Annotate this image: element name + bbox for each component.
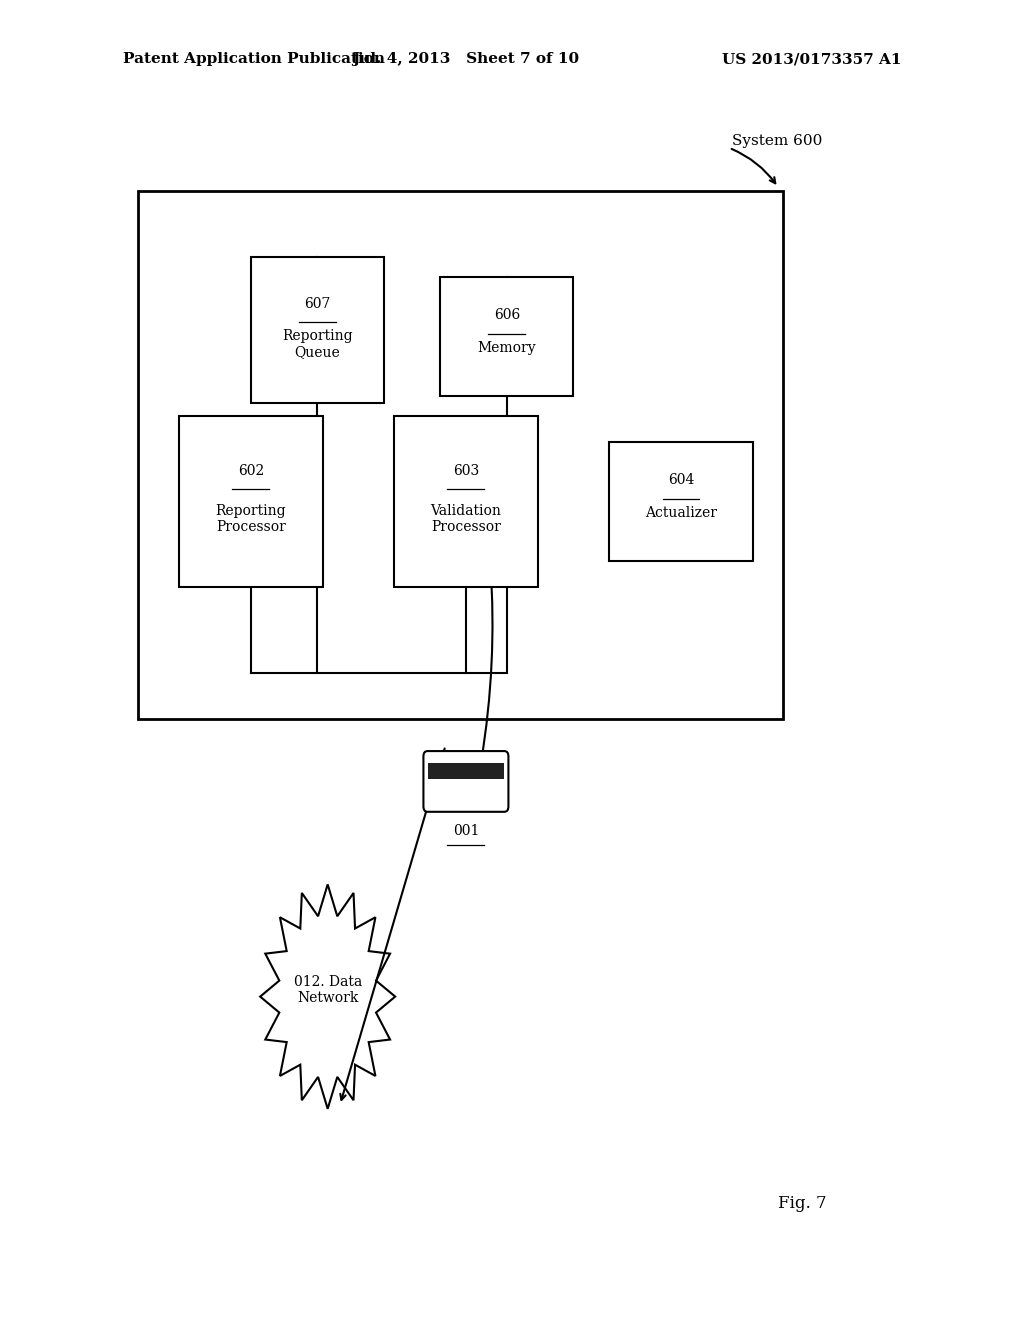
Text: 012. Data
Network: 012. Data Network — [294, 975, 361, 1005]
Text: Reporting
Processor: Reporting Processor — [216, 504, 286, 533]
Bar — [394, 416, 538, 587]
Text: Jul. 4, 2013   Sheet 7 of 10: Jul. 4, 2013 Sheet 7 of 10 — [352, 53, 580, 66]
Bar — [609, 442, 753, 561]
Text: 606: 606 — [494, 308, 520, 322]
Text: 602: 602 — [238, 463, 264, 478]
Polygon shape — [260, 884, 395, 1109]
Text: Fig. 7: Fig. 7 — [778, 1196, 826, 1212]
Bar — [179, 416, 323, 587]
Bar — [251, 257, 384, 403]
Text: Patent Application Publication: Patent Application Publication — [123, 53, 385, 66]
Text: 603: 603 — [453, 463, 479, 478]
Text: 001: 001 — [453, 824, 479, 838]
Text: 607: 607 — [304, 297, 331, 312]
Text: US 2013/0173357 A1: US 2013/0173357 A1 — [722, 53, 901, 66]
Text: Reporting
Queue: Reporting Queue — [283, 330, 352, 359]
Bar — [138, 191, 783, 719]
Bar — [440, 277, 573, 396]
FancyBboxPatch shape — [424, 751, 509, 812]
Bar — [428, 763, 505, 779]
Text: 604: 604 — [668, 473, 694, 487]
Text: Memory: Memory — [477, 342, 537, 355]
Text: System 600: System 600 — [732, 135, 822, 148]
Text: Validation
Processor: Validation Processor — [430, 504, 502, 533]
Text: Actualizer: Actualizer — [645, 507, 717, 520]
